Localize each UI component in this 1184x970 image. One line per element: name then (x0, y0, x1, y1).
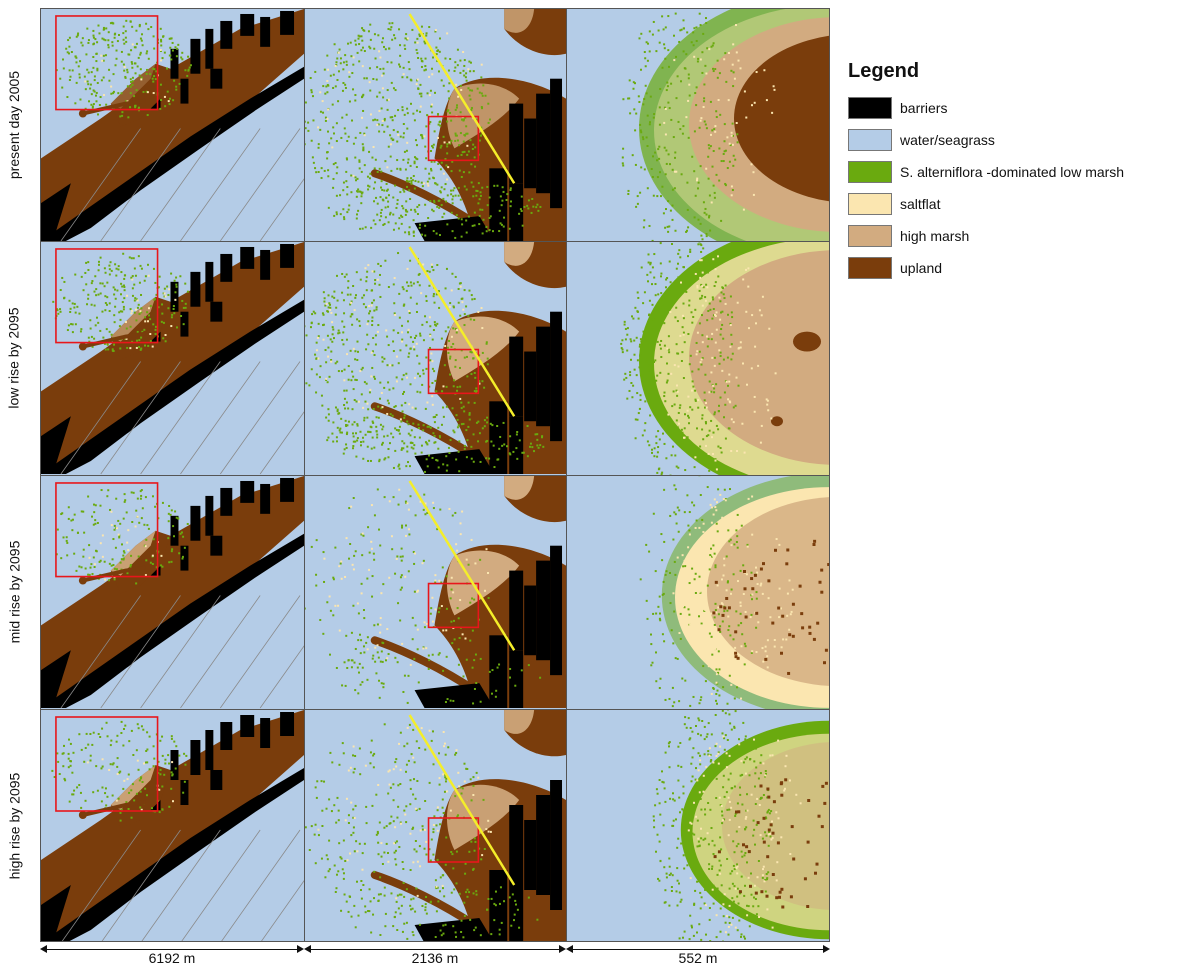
row-label-mid-rise: mid rise by 2095 (6, 540, 22, 644)
map-image-high-rise-site (652, 710, 829, 941)
legend-item-barriers: barriers (848, 95, 1178, 121)
legend-swatch-low-marsh (848, 161, 892, 183)
map-present-day-local (305, 9, 567, 242)
scale-label-regional: 6192 m (148, 950, 196, 966)
map-image-low-rise-regional (41, 242, 304, 475)
map-image-high-rise-regional (41, 710, 304, 941)
map-grid (40, 8, 830, 942)
map-high-rise-local (305, 710, 567, 941)
map-image-present-day-local (305, 9, 566, 241)
map-image-present-day-site (621, 9, 829, 241)
row-label-low-rise: low rise by 2095 (6, 307, 23, 409)
row-label-present-day: present day 2005 (6, 70, 23, 179)
legend-swatch-upland (848, 257, 892, 279)
map-image-mid-rise-local (305, 476, 566, 709)
scale-label-site: 552 m (678, 950, 718, 966)
map-mid-rise-site (567, 476, 829, 710)
row-label-high-rise: high rise by 2095 (6, 772, 23, 879)
map-low-rise-site (567, 242, 829, 476)
legend-swatch-barriers (848, 97, 892, 119)
map-present-day-regional (41, 9, 305, 242)
map-high-rise-regional (41, 710, 305, 941)
map-mid-rise-regional (41, 476, 305, 710)
legend-item-saltflat: saltflat (848, 191, 1178, 217)
scale-bar-local: 2136 m (304, 944, 566, 968)
map-low-rise-local (305, 242, 567, 476)
legend-swatch-water (848, 129, 892, 151)
legend-item-upland: upland (848, 255, 1178, 281)
map-image-low-rise-local (305, 242, 566, 475)
map-image-low-rise-site (620, 242, 829, 475)
legend-title: Legend (848, 60, 920, 82)
scale-label-local: 2136 m (411, 950, 459, 966)
map-image-high-rise-local (305, 710, 566, 941)
map-high-rise-site (567, 710, 829, 941)
scale-bar-regional: 6192 m (40, 944, 304, 968)
legend: Legend barriers water/seagrass S. altern… (848, 60, 1178, 287)
map-mid-rise-local (305, 476, 567, 710)
legend-swatch-high-marsh (848, 225, 892, 247)
map-present-day-site (567, 9, 829, 242)
legend-item-water: water/seagrass (848, 127, 1178, 153)
map-low-rise-regional (41, 242, 305, 476)
map-image-present-day-regional (41, 9, 304, 241)
legend-item-high-marsh: high marsh (848, 223, 1178, 249)
map-image-mid-rise-regional (41, 476, 304, 709)
legend-item-low-marsh: S. alterniflora -dominated low marsh (848, 159, 1178, 185)
scale-bar-site: 552 m (566, 944, 830, 968)
map-image-mid-rise-site (639, 476, 829, 709)
legend-swatch-saltflat (848, 193, 892, 215)
